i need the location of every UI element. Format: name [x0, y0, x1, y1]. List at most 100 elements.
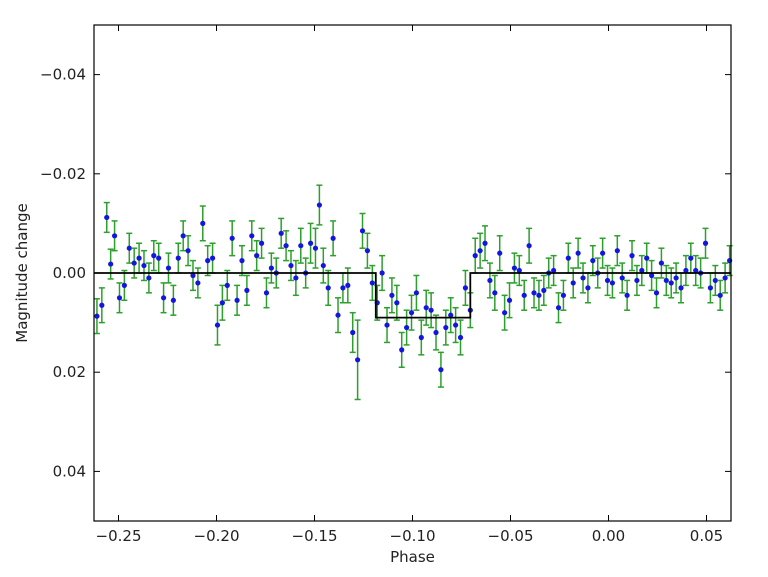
data-point [673, 275, 679, 281]
y-tick-label: 0.02 [53, 363, 86, 381]
data-point-group [717, 279, 724, 311]
data-point [570, 280, 576, 286]
data-point-group [150, 240, 157, 272]
data-point-group [219, 284, 226, 321]
data-point-group [560, 279, 567, 311]
data-point-group [526, 227, 533, 264]
x-axis-title: Phase [390, 548, 435, 566]
data-point [438, 367, 444, 373]
data-point [330, 235, 336, 241]
data-point [355, 357, 361, 363]
data-point [580, 275, 586, 281]
data-point [526, 243, 532, 249]
x-axis: −0.25 −0.20 −0.15 −0.10 −0.05 0.00 0.05 [96, 25, 723, 545]
data-point [653, 290, 660, 296]
data-point-group [462, 269, 469, 306]
data-point [104, 214, 110, 221]
data-point [619, 275, 625, 281]
data-point-group [330, 220, 337, 257]
x-tick-label: 0.00 [592, 527, 625, 545]
data-point-group [682, 254, 689, 287]
data-point-group [486, 262, 493, 299]
data-point-group [433, 314, 440, 351]
data-point [190, 272, 196, 279]
data-point-group [263, 277, 270, 309]
x-tick-label: −0.10 [390, 527, 436, 545]
data-point [668, 280, 674, 286]
data-point-group [199, 205, 206, 242]
data-point-group [234, 284, 241, 316]
data-point [298, 243, 304, 249]
data-point [364, 248, 371, 254]
data-point-group [712, 264, 719, 297]
data-point-group [278, 217, 285, 249]
data-point [244, 287, 250, 293]
data-point [258, 240, 265, 246]
data-point [307, 240, 314, 246]
data-point-group [283, 230, 290, 262]
data-point [99, 302, 105, 308]
plot-area [93, 184, 733, 401]
x-tick-label: −0.20 [194, 527, 240, 545]
data-point-group [550, 254, 557, 287]
data-point-group [369, 264, 376, 302]
data-point-group [111, 220, 118, 252]
data-point-group [403, 309, 410, 346]
data-point [433, 329, 439, 336]
data-point-group [354, 319, 361, 401]
data-point [185, 248, 191, 254]
data-point [560, 292, 567, 298]
data-point [283, 243, 289, 249]
data-point [151, 253, 157, 259]
data-point [502, 310, 508, 316]
data-point [200, 220, 206, 226]
data-point-group [540, 274, 547, 306]
data-point [717, 292, 723, 298]
data-point-group [575, 237, 582, 269]
data-point [209, 255, 216, 261]
data-point [536, 292, 542, 298]
data-point [649, 272, 655, 279]
data-point [316, 202, 322, 208]
data-point-group [580, 262, 587, 294]
data-point-group [393, 284, 400, 321]
data-point [453, 322, 459, 328]
data-point [249, 233, 255, 239]
data-point [288, 262, 294, 269]
data-point [590, 258, 596, 264]
data-point-group [335, 297, 342, 334]
data-point [335, 312, 341, 318]
data-point-group [107, 248, 114, 280]
data-point [565, 255, 571, 261]
data-point [345, 282, 351, 288]
data-point [541, 287, 547, 293]
data-point-group [307, 222, 314, 264]
data-point-group [555, 292, 562, 324]
data-point-group [189, 259, 196, 292]
data-point [141, 262, 147, 269]
data-point [423, 305, 429, 311]
data-point-group [185, 235, 192, 267]
data-point [205, 258, 211, 264]
data-point-group [349, 311, 356, 354]
data-point [219, 300, 225, 306]
data-point-group [93, 298, 100, 335]
data-point-group [204, 244, 211, 277]
data-point [575, 250, 581, 256]
data-point-group [604, 264, 611, 297]
data-point [506, 297, 513, 303]
data-point-group [442, 309, 449, 346]
data-point [521, 292, 527, 298]
data-point [126, 245, 132, 251]
data-point [121, 282, 127, 288]
data-point-group [165, 252, 172, 284]
data-point [448, 312, 454, 318]
data-point-group [364, 232, 371, 269]
model-step-line [94, 272, 731, 319]
data-point [688, 255, 694, 261]
data-point [678, 285, 684, 291]
data-point [320, 262, 326, 269]
data-point [229, 235, 235, 241]
data-point-group [408, 294, 415, 331]
data-point [585, 285, 591, 291]
